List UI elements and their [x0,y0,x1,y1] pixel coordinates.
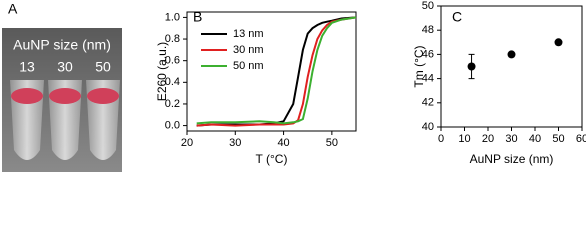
plot-frame [440,5,583,128]
plot-frame [186,11,357,132]
y-tick-label: 48 [422,24,434,36]
x-tick-label: 40 [277,137,289,149]
x-tick-label: 60 [576,133,586,145]
y-axis-label: Tm (°C) [412,45,426,87]
y-tick-label: 0.8 [165,33,180,45]
y-tick-label: 42 [422,97,434,109]
y-tick-label: 0.4 [165,76,180,88]
x-axis-label: T (°C) [256,152,288,166]
x-tick-label: 10 [458,133,470,145]
y-tick-label: 50 [422,0,434,12]
x-tick-label: 20 [181,137,193,149]
y-axis-label: E260 (a.u.) [155,42,169,101]
panel-label: A [8,1,18,17]
panel-label: C [452,9,462,25]
legend-label: 50 nm [233,60,264,72]
x-tick-label: 20 [482,133,494,145]
x-tick-label: 50 [326,137,338,149]
legend-label: 30 nm [233,44,264,56]
y-tick-label: 44 [422,73,434,85]
legend-label: 13 nm [233,28,264,40]
y-tick-label: 0.6 [165,55,180,67]
panel-label: B [193,9,202,25]
size-label: 50 [95,59,111,75]
x-tick-label: 50 [552,133,564,145]
y-tick-label: 0.2 [165,98,180,110]
y-tick-label: 40 [422,121,434,133]
size-label: 30 [57,59,73,75]
point [554,38,563,47]
size-label: 13 [19,59,35,75]
y-tick-label: 0.0 [165,119,180,131]
line [196,16,357,125]
y-tick-label: 46 [422,48,434,60]
photo-caption: AuNP size (nm) [13,37,111,53]
point [467,62,476,71]
y-tick-label: 1.0 [165,11,180,23]
x-tick-label: 30 [229,137,241,149]
x-tick-label: 40 [529,133,541,145]
x-tick-label: 0 [438,133,444,145]
point [507,50,516,59]
photo [2,28,122,172]
x-axis-label: AuNP size (nm) [470,152,554,166]
figure: A AuNP size (nm) 13 30 50 B 20 30 40 50 0.0 0.… [2,0,586,172]
x-tick-label: 30 [505,133,517,145]
line [196,16,357,127]
